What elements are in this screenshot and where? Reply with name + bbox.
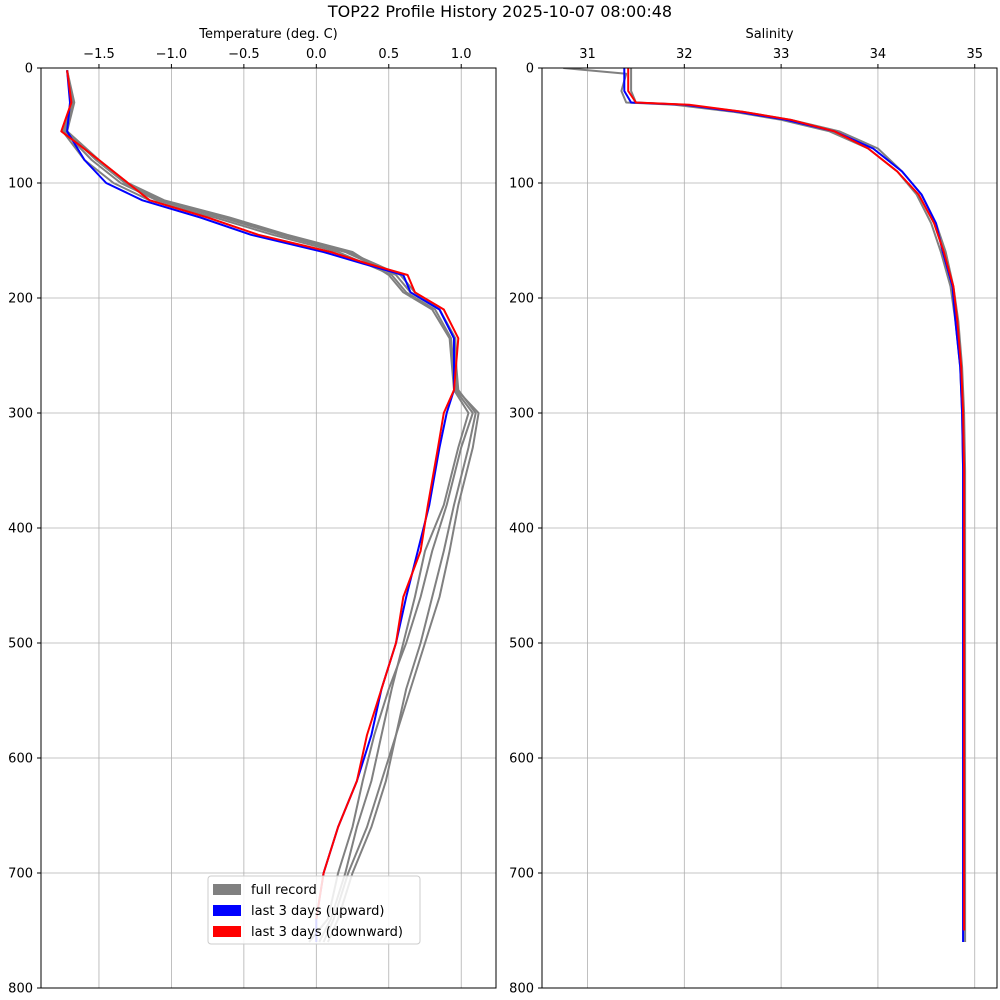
salinity-series-down-3: [627, 68, 966, 931]
salinity-series-full-1: [630, 68, 967, 942]
salinity-ytick-label-1: 100: [509, 177, 534, 192]
temperature-panel: −1.5 −1.0 −0.5 0.0 0.5 1.0 0 100 200 300 400 500 600…: [8, 27, 497, 997]
temperature-ytick-label-6: 600: [8, 752, 33, 767]
salinity-ytick-label-0: 0: [526, 62, 534, 77]
legend-swatch-1: [213, 905, 241, 916]
temperature-xtick-label-0: −1.5: [83, 47, 115, 62]
temperature-series-full-0: [63, 70, 477, 943]
temperature-ytick-label-0: 0: [25, 62, 33, 77]
temperature-xtick-label-1: −1.0: [156, 47, 188, 62]
temperature-series-up-4: [66, 70, 455, 942]
temperature-ytick-label-2: 200: [8, 292, 33, 307]
salinity-ytick-label-6: 600: [509, 752, 534, 767]
salinity-xtick-label-3: 34: [870, 47, 887, 62]
salinity-ytick-label-8: 800: [509, 982, 534, 997]
salinity-xtick-label-4: 35: [966, 47, 983, 62]
temperature-xtick-label-3: 0.0: [306, 47, 327, 62]
legend-label-2: last 3 days (downward): [251, 925, 403, 940]
salinity-series-up-2: [623, 68, 965, 942]
temperature-series-down-5: [60, 70, 460, 920]
temperature-ytick-label-8: 800: [8, 982, 33, 997]
salinity-ytick-label-3: 300: [509, 407, 534, 422]
legend-swatch-0: [213, 884, 241, 895]
legend: full record last 3 days (upward) last 3 da…: [207, 875, 421, 945]
temperature-xlabel: Temperature (deg. C): [198, 27, 337, 42]
temperature-ytick-label-4: 400: [8, 522, 33, 537]
salinity-series-full-0: [563, 68, 965, 942]
salinity-xtick-label-2: 33: [773, 47, 790, 62]
legend-label-1: last 3 days (upward): [251, 904, 384, 919]
temperature-ytick-label-5: 500: [8, 637, 33, 652]
temperature-xtick-label-4: 0.5: [378, 47, 399, 62]
temperature-xtick-label-2: −0.5: [228, 47, 260, 62]
temperature-series-full-3: [64, 70, 480, 943]
salinity-ytick-label-5: 500: [509, 637, 534, 652]
temperature-series-full-1: [66, 70, 470, 943]
temperature-ytick-label-3: 300: [8, 407, 33, 422]
salinity-ytick-label-2: 200: [509, 292, 534, 307]
salinity-ytick-label-7: 700: [509, 867, 534, 882]
salinity-ytick-label-4: 400: [509, 522, 534, 537]
salinity-panel: 31 32 33 34 35 0 100 200 300 400 500 600 700 800 Salin…: [509, 27, 998, 997]
legend-swatch-2: [213, 926, 241, 937]
chart-title: TOP22 Profile History 2025-10-07 08:00:4…: [327, 2, 672, 21]
legend-label-0: full record: [251, 883, 317, 898]
temperature-series-full-2: [61, 70, 474, 943]
temperature-ytick-label-7: 700: [8, 867, 33, 882]
temperature-xtick-label-5: 1.0: [451, 47, 472, 62]
salinity-xtick-label-0: 31: [579, 47, 596, 62]
salinity-xlabel: Salinity: [745, 27, 793, 42]
legend-box: [207, 875, 421, 945]
temperature-ytick-label-1: 100: [8, 177, 33, 192]
salinity-xtick-label-1: 32: [676, 47, 693, 62]
